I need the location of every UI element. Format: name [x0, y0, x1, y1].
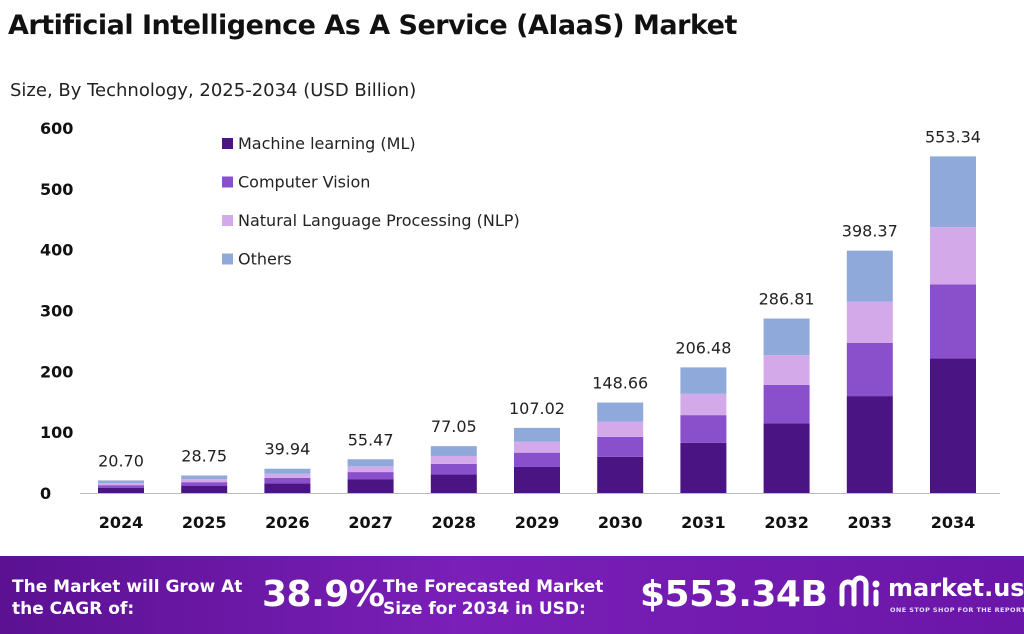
- brand-logo-block[interactable]: market.us ONE STOP SHOP FOR THE REPORTS: [838, 572, 1024, 622]
- bar-segment: [597, 421, 644, 437]
- legend-swatch: [222, 176, 233, 188]
- legend-swatch: [222, 253, 233, 265]
- x-tick-label: 2024: [99, 513, 144, 532]
- y-tick-label: 400: [40, 241, 73, 260]
- bar-segment: [430, 463, 477, 475]
- bar-segment: [930, 156, 976, 228]
- cagr-label: The Market will Grow At the CAGR of:: [12, 577, 243, 619]
- y-tick-label: 500: [40, 180, 73, 199]
- bar-segment: [98, 487, 144, 493]
- bar-segment: [846, 396, 893, 493]
- bar-segment: [597, 436, 644, 457]
- bar-segment: [347, 472, 394, 480]
- bar-segment: [98, 485, 144, 488]
- x-tick-label: 2033: [848, 513, 893, 532]
- bar-segment: [181, 479, 228, 483]
- bar-total-label: 55.47: [348, 430, 394, 449]
- x-tick-label: 2030: [598, 513, 643, 532]
- x-tick-label: 2034: [931, 513, 976, 532]
- bar-segment: [763, 355, 810, 385]
- bar-segment: [930, 284, 976, 359]
- bar-segment: [181, 486, 228, 493]
- bar-segment: [430, 455, 477, 464]
- bar-segment: [514, 452, 560, 467]
- x-tick-label: 2028: [432, 513, 477, 532]
- x-tick-label: 2026: [265, 513, 310, 532]
- forecast-value: $553.34B: [640, 574, 828, 615]
- bar-total-label: 148.66: [592, 374, 648, 393]
- bar-segment: [597, 456, 644, 493]
- bar-total-label: 553.34: [925, 127, 981, 146]
- bar-segment: [763, 318, 810, 356]
- y-tick-label: 300: [40, 302, 73, 321]
- bar-segment: [763, 384, 810, 424]
- bar-segment: [264, 477, 311, 484]
- bar-total-label: 77.05: [431, 417, 477, 436]
- footer-banner: The Market will Grow At the CAGR of: 38.…: [0, 556, 1024, 634]
- legend-swatch: [222, 215, 233, 226]
- bar-segment: [98, 483, 144, 486]
- brand-name: market.us: [888, 574, 1024, 602]
- bar-segment: [680, 442, 727, 493]
- market-us-logo-icon: [839, 575, 880, 607]
- y-tick-label: 100: [40, 423, 73, 442]
- bar-segment: [514, 466, 560, 493]
- chart-title: Artificial Intelligence As A Service (AI…: [8, 10, 737, 41]
- bar-total-label: 39.94: [264, 440, 310, 459]
- bar-segment: [98, 480, 144, 484]
- legend-label: Others: [238, 250, 292, 269]
- legend-label: Machine learning (ML): [238, 134, 416, 153]
- bar-total-label: 28.75: [181, 447, 227, 466]
- bar-total-label: 20.70: [98, 451, 144, 470]
- bar-segment: [181, 482, 228, 487]
- bar-segment: [680, 393, 727, 416]
- x-tick-label: 2031: [681, 513, 726, 532]
- bar-segment: [680, 367, 727, 394]
- bar-total-label: 206.48: [675, 338, 731, 357]
- legend-label: Computer Vision: [238, 173, 370, 192]
- bar-segment: [514, 441, 560, 453]
- bar-segment: [347, 459, 394, 467]
- bar-segment: [597, 402, 644, 422]
- bar-segment: [347, 466, 394, 473]
- bar-segment: [680, 415, 727, 443]
- x-tick-label: 2025: [182, 513, 227, 532]
- y-tick-label: 600: [40, 119, 73, 138]
- legend-label: Natural Language Processing (NLP): [238, 211, 520, 230]
- bar-total-label: 286.81: [759, 290, 815, 309]
- bar-segment: [846, 250, 893, 302]
- chart-subtitle: Size, By Technology, 2025-2034 (USD Bill…: [10, 80, 417, 101]
- bar-total-label: 398.37: [842, 222, 898, 241]
- y-tick-label: 0: [40, 484, 51, 503]
- x-tick-label: 2029: [515, 513, 560, 532]
- y-tick-label: 200: [40, 362, 73, 381]
- bar-segment: [181, 475, 228, 480]
- bar-segment: [347, 479, 394, 493]
- bar-segment: [930, 227, 976, 285]
- bar-segment: [430, 446, 477, 456]
- x-tick-label: 2027: [348, 513, 393, 532]
- bar-segment: [846, 342, 893, 397]
- brand-tagline: ONE STOP SHOP FOR THE REPORTS: [890, 606, 1024, 614]
- bar-total-label: 107.02: [509, 399, 565, 418]
- bar-segment: [264, 468, 311, 474]
- bar-segment: [264, 473, 311, 478]
- bar-segment: [930, 358, 976, 493]
- x-tick-label: 2032: [764, 513, 809, 532]
- forecast-label: The Forecasted Market Size for 2034 in U…: [383, 577, 604, 619]
- stacked-bar-chart: 0 100 200 300 400 500 600 20.70 2024 28.75 2025 39.…: [40, 119, 1000, 532]
- legend-swatch: [222, 138, 233, 149]
- bar-segment: [514, 427, 560, 442]
- bar-segment: [430, 474, 477, 493]
- bar-segment: [763, 423, 810, 493]
- bar-segment: [846, 301, 893, 343]
- bar-segment: [264, 483, 311, 493]
- cagr-value: 38.9%: [262, 574, 385, 615]
